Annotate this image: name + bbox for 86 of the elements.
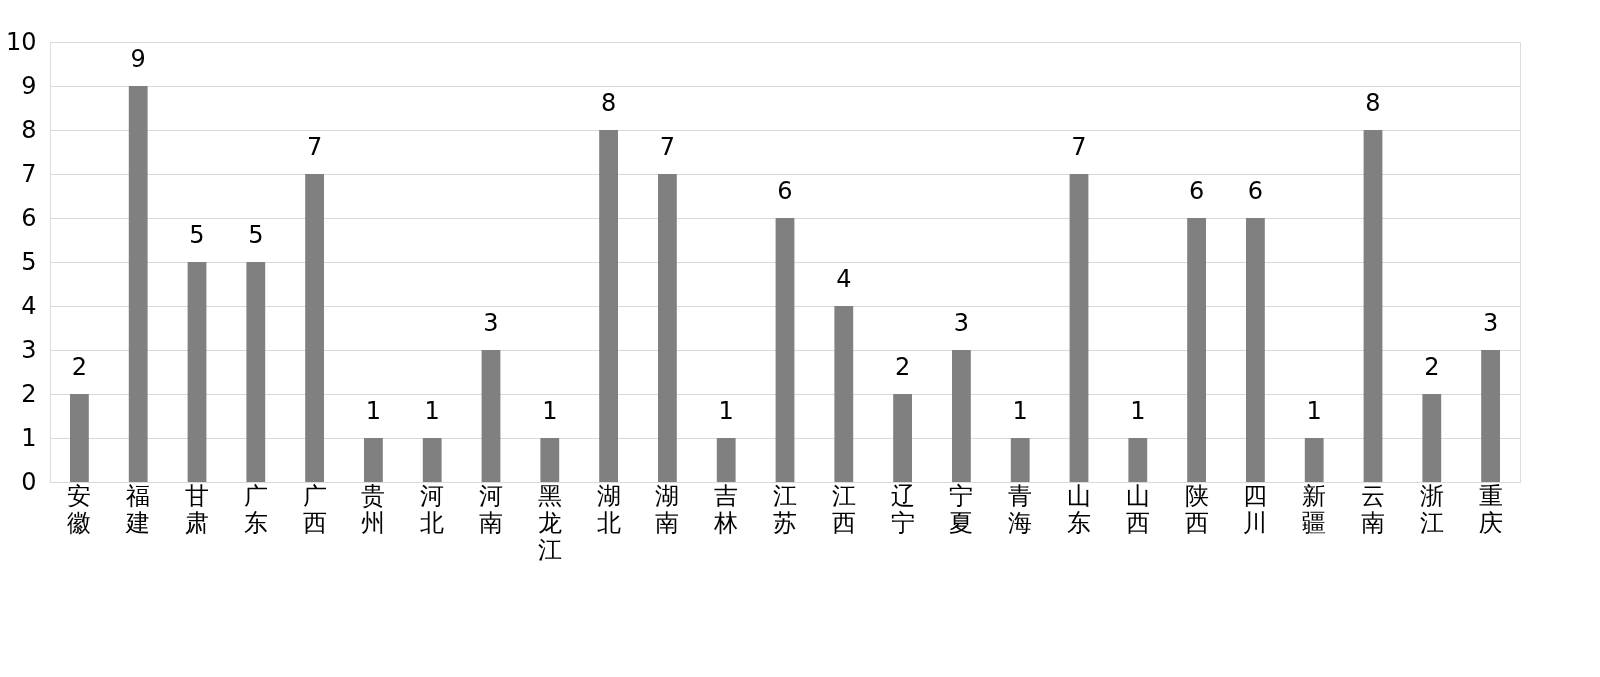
x-tick-label: 河北 <box>420 481 445 537</box>
bar <box>951 350 971 482</box>
x-tick-label: 江苏 <box>773 481 797 537</box>
y-tick-label: 1 <box>21 423 37 452</box>
bar <box>128 86 148 482</box>
data-label: 3 <box>483 309 499 337</box>
x-tick-label: 黑龙江 <box>537 481 562 564</box>
bar <box>1363 130 1383 482</box>
bar <box>599 130 619 482</box>
data-label: 7 <box>659 133 676 161</box>
bar <box>1187 218 1207 482</box>
bar <box>305 174 325 482</box>
data-label: 5 <box>248 221 264 249</box>
x-tick-label: 广西 <box>302 481 327 537</box>
x-tick-label: 山东 <box>1067 481 1091 537</box>
bar <box>775 218 795 482</box>
bar <box>422 438 442 482</box>
x-tick-label: 宁夏 <box>949 481 974 537</box>
x-tick-label: 贵州 <box>361 481 386 537</box>
x-tick-label: 广东 <box>243 481 268 537</box>
x-tick-label: 辽宁 <box>890 481 915 537</box>
x-tick-label: 青海 <box>1008 481 1033 537</box>
x-tick-label: 浙江 <box>1419 481 1444 537</box>
data-label: 6 <box>1247 177 1264 205</box>
data-label: 1 <box>365 397 382 425</box>
data-label: 1 <box>718 397 734 425</box>
data-label: 8 <box>1365 89 1381 117</box>
bar <box>1245 218 1265 482</box>
x-tick-label: 山西 <box>1125 481 1150 537</box>
data-label: 1 <box>1306 397 1322 425</box>
bar <box>834 306 854 482</box>
y-tick-label: 4 <box>21 291 37 320</box>
data-label: 5 <box>189 221 205 249</box>
bar <box>1128 438 1148 482</box>
bar <box>246 262 266 482</box>
bar <box>893 394 913 482</box>
bar <box>540 438 560 482</box>
data-label: 3 <box>1482 309 1499 337</box>
bar <box>481 350 501 482</box>
x-tick-label: 陕西 <box>1184 481 1209 537</box>
data-label: 1 <box>1130 397 1146 425</box>
y-tick-label: 5 <box>21 247 37 276</box>
x-tick-label: 湖北 <box>596 481 621 537</box>
data-label: 6 <box>1188 177 1205 205</box>
bar <box>1304 438 1324 482</box>
x-tick-label: 甘肃 <box>185 481 209 537</box>
x-tick-label: 重庆 <box>1478 481 1503 537</box>
bar <box>657 174 677 482</box>
bar <box>1069 174 1089 482</box>
x-tick-label: 四川 <box>1243 481 1268 537</box>
x-tick-label: 湖南 <box>655 481 680 537</box>
data-label: 9 <box>130 45 146 73</box>
data-label: 2 <box>71 353 88 381</box>
bar <box>363 438 383 482</box>
data-label: 4 <box>836 265 852 293</box>
y-tick-label: 7 <box>21 159 37 188</box>
y-tick-label: 10 <box>5 27 37 56</box>
bar <box>716 438 736 482</box>
bar <box>69 394 89 482</box>
data-label: 2 <box>894 353 911 381</box>
x-tick-label: 吉林 <box>713 481 739 537</box>
y-tick-label: 8 <box>21 115 37 144</box>
x-tick-label: 江西 <box>831 481 856 537</box>
x-tick-label: 新疆 <box>1302 481 1327 537</box>
y-tick-label: 3 <box>21 335 37 364</box>
bar <box>187 262 207 482</box>
y-tick-label: 9 <box>21 71 37 100</box>
bar <box>1481 350 1501 482</box>
data-label: 1 <box>1012 397 1028 425</box>
data-label: 8 <box>600 89 617 117</box>
data-label: 7 <box>306 133 323 161</box>
x-tick-label: 云南 <box>1361 481 1385 537</box>
data-label: 7 <box>1071 133 1087 161</box>
data-label: 1 <box>424 397 440 425</box>
y-tick-label: 2 <box>21 379 37 408</box>
data-label: 1 <box>542 397 558 425</box>
x-tick-label: 安徽 <box>67 481 92 537</box>
data-label: 2 <box>1424 353 1440 381</box>
data-label: 3 <box>953 309 970 337</box>
y-tick-label: 0 <box>21 467 37 496</box>
y-tick-label: 6 <box>21 203 37 232</box>
bar <box>1010 438 1030 482</box>
bar <box>1422 394 1442 482</box>
x-tick-label: 福建 <box>125 481 151 537</box>
data-label: 6 <box>777 177 793 205</box>
x-tick-label: 河南 <box>479 481 503 537</box>
